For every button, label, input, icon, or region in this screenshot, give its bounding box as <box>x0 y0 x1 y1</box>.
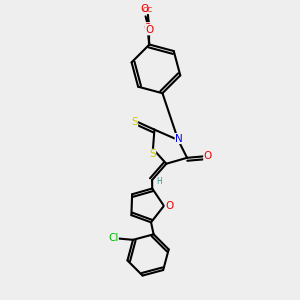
Text: O: O <box>144 22 152 33</box>
Text: O: O <box>165 201 173 211</box>
Text: OC: OC <box>143 8 153 14</box>
Text: Cl: Cl <box>108 233 118 243</box>
Text: O: O <box>145 25 154 35</box>
Text: S: S <box>149 149 156 159</box>
Text: H: H <box>157 177 162 186</box>
Text: O: O <box>204 151 212 161</box>
Text: S: S <box>131 117 138 127</box>
Text: O: O <box>145 25 154 35</box>
Text: O: O <box>140 4 148 14</box>
Text: N: N <box>175 134 183 143</box>
